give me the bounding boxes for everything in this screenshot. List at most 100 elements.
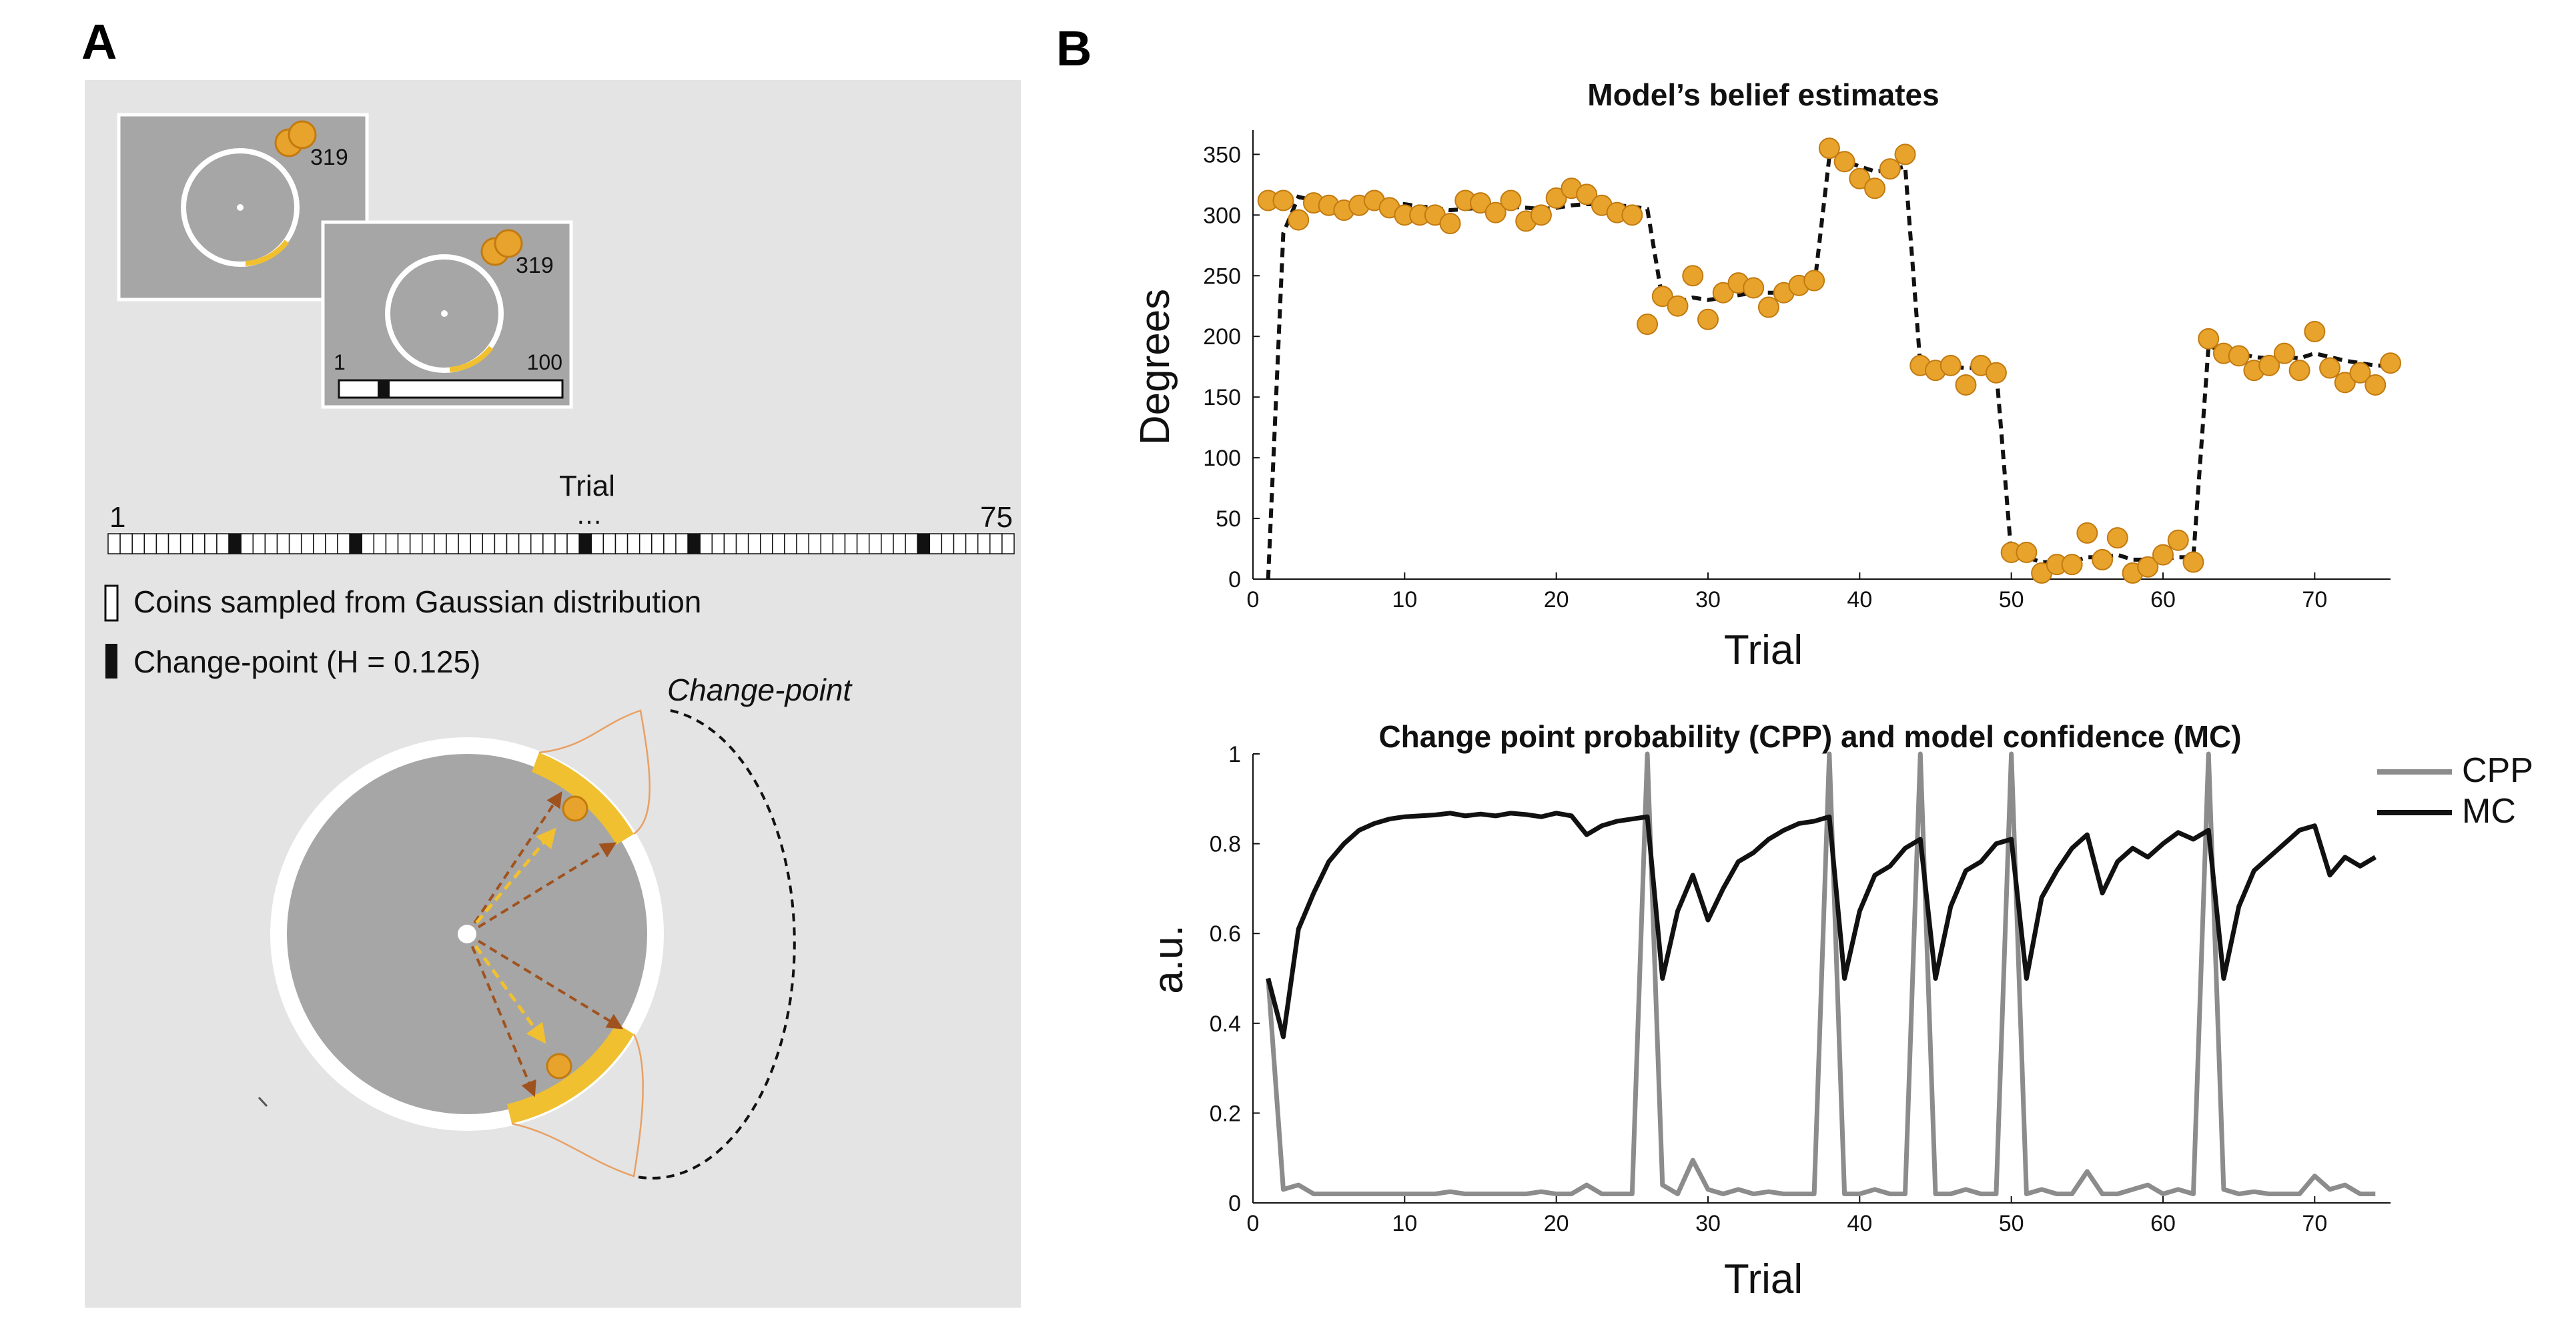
chart-2-x-tick-label: 50	[1999, 1211, 2024, 1236]
outcome-point	[2076, 522, 2098, 544]
timeline-changepoint-cell	[228, 533, 242, 554]
timeline-cell	[143, 533, 157, 554]
timeline-changepoint-cell	[687, 533, 701, 554]
timeline-cell	[699, 533, 713, 554]
progress-max-label: 100	[527, 350, 562, 374]
outcome-point	[1637, 314, 1659, 336]
arrow-yellow-1	[466, 827, 556, 935]
panel-a-legend: Coins sampled from Gaussian distribution…	[104, 584, 701, 679]
outcome-point	[1743, 277, 1765, 299]
timeline-cell	[989, 533, 1003, 554]
timeline-cell	[626, 533, 640, 554]
timeline-cell	[856, 533, 870, 554]
chart-2-xlabel: Trial	[1724, 1256, 1803, 1302]
timeline-cell	[893, 533, 906, 554]
chart-1-y-tick-label: 150	[1203, 385, 1241, 410]
timeline-cell	[747, 533, 761, 554]
screen-1-coin-icon	[274, 120, 317, 157]
progress-marker	[378, 380, 390, 398]
outcome-point	[1879, 158, 1901, 180]
timeline-cell	[458, 533, 471, 554]
chart-1-x-tick-label: 60	[2150, 587, 2176, 612]
timeline-cell	[735, 533, 749, 554]
timeline-cell	[772, 533, 785, 554]
outcome-point	[1757, 296, 1779, 318]
outcome-point	[1530, 204, 1552, 226]
outcome-point	[2061, 554, 2083, 576]
chart-1-y-tick-label: 250	[1203, 264, 1241, 289]
timeline-cell	[337, 533, 350, 554]
legend-cpp-label: CPP	[2462, 751, 2533, 790]
chart-1-y-tick-label: 200	[1203, 324, 1241, 350]
timeline-cell	[602, 533, 616, 554]
chart-1-xlabel: Trial	[1724, 627, 1803, 673]
timeline-cell	[796, 533, 809, 554]
timeline-cell	[470, 533, 484, 554]
outcome-point	[2365, 374, 2387, 396]
coin-sample-label: Coins sampled from Gaussian distribution	[133, 584, 701, 619]
outcome-point	[2182, 551, 2204, 573]
timeline-cell	[288, 533, 302, 554]
outcome-point	[2137, 556, 2159, 578]
timeline-cell	[590, 533, 604, 554]
arrow-brown-2	[466, 842, 617, 935]
timeline-cell	[276, 533, 290, 554]
timeline-cell	[191, 533, 205, 554]
timeline-cell	[542, 533, 556, 554]
outcome-point	[1667, 295, 1689, 317]
timeline-cell	[482, 533, 496, 554]
distribution-arc-lower	[507, 1023, 634, 1124]
outcome-point	[1894, 143, 1916, 165]
timeline-cell	[905, 533, 918, 554]
task-screen-2: 319 1 100	[321, 220, 573, 409]
timeline-cell	[844, 533, 858, 554]
chart-2-x-tick-label: 30	[1695, 1211, 1721, 1236]
outcome-point	[1484, 201, 1507, 224]
chart-1-x-tick-label: 0	[1247, 587, 1260, 612]
timeline-cell	[373, 533, 387, 554]
outcome-point	[1712, 282, 1734, 304]
timeline-cell	[711, 533, 725, 554]
outcome-point	[1651, 286, 1673, 308]
timeline-end-label: 75	[980, 501, 1013, 534]
chart-2-y-tick-label: 0	[1228, 1191, 1241, 1216]
outcome-point	[2198, 328, 2220, 350]
screen-2-prediction-arc	[449, 346, 494, 372]
timeline-ellipsis: …	[576, 500, 602, 530]
outcome-point	[2273, 342, 2295, 364]
timeline-cell	[325, 533, 338, 554]
chart-2-y-tick-label: 0.8	[1210, 832, 1241, 857]
outcome-point	[1682, 265, 1704, 287]
timeline-cell	[361, 533, 375, 554]
outcome-point	[2288, 360, 2310, 382]
changepoint-annotation: Change-point	[667, 673, 853, 707]
screen-2-coin-count: 319	[516, 253, 554, 278]
screen-1-coin-count: 319	[310, 145, 348, 170]
timeline-cell	[554, 533, 568, 554]
outcome-point	[1940, 354, 1962, 376]
outcome-point	[1576, 183, 1598, 205]
timeline-cell	[566, 533, 580, 554]
timeline-cell	[216, 533, 230, 554]
timeline-changepoint-cell	[917, 533, 931, 554]
timeline-cell	[506, 533, 520, 554]
outcome-point	[1697, 308, 1719, 330]
timeline-cell	[1001, 533, 1015, 554]
chart-1-y-tick-label: 300	[1203, 203, 1241, 228]
timeline-cell	[723, 533, 737, 554]
timeline-cell	[385, 533, 399, 554]
changepoint-label: Change-point (H = 0.125)	[133, 644, 480, 679]
outcome-point	[1833, 151, 1855, 173]
timeline-cell	[832, 533, 846, 554]
chart-2-ylabel: a.u.	[1146, 925, 1192, 993]
outcome-point	[1818, 137, 1840, 159]
screen-1-center-dot	[237, 204, 244, 211]
outcome-point	[1849, 167, 1871, 189]
outcome-point	[1470, 192, 1491, 214]
trial-timeline: Trial 1 75 …	[107, 470, 1015, 554]
cpp-mc-chart: Change point probability (CPP) and model…	[1146, 719, 2533, 1302]
chart-1-x-tick-label: 30	[1695, 587, 1721, 612]
timeline-cell	[663, 533, 677, 554]
screen-1-circle	[181, 148, 300, 267]
